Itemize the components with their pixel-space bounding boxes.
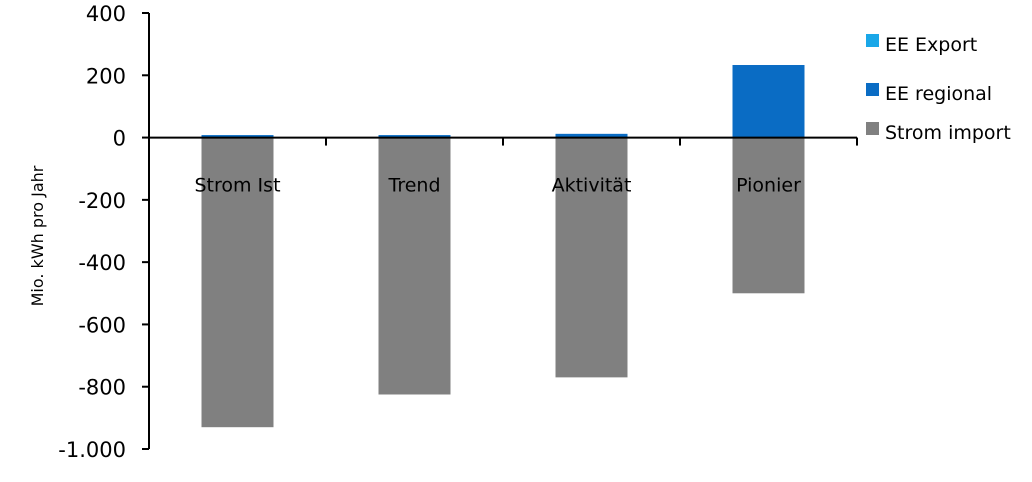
y-tick-label: -1.000: [58, 438, 126, 462]
bar-ee-regional-trend: [378, 135, 451, 138]
y-tick-label: -400: [78, 251, 126, 275]
bar-strom-import-aktivität: [555, 137, 628, 378]
y-tick-label: 400: [86, 2, 126, 26]
y-tick-label: -200: [78, 189, 126, 213]
legend-label-strom-import: Strom import: [885, 122, 1011, 144]
category-label: Aktivität: [552, 175, 632, 197]
bar-strom-import-strom-ist: [201, 137, 274, 428]
bar-ee-regional-strom-ist: [201, 135, 274, 138]
bars-layer: [201, 65, 805, 428]
labels-layer: 400 200 0 -200 -400 -600 -800 -1.000 Strom Ist Tr…: [58, 2, 801, 462]
category-label: Pionier: [736, 175, 801, 197]
ticks-layer: [142, 12, 858, 450]
legend-label-ee-regional: EE regional: [885, 83, 992, 105]
legend: EE Export EE regional Strom import: [866, 34, 1011, 144]
category-label: Trend: [388, 175, 441, 197]
bar-ee-regional-pionier: [732, 65, 805, 138]
legend-swatch-strom-import: [866, 122, 879, 135]
y-tick-label: -600: [78, 313, 126, 337]
y-tick-label: 200: [86, 64, 126, 88]
bar-ee-regional-aktivität: [555, 133, 628, 138]
y-axis-title: Mio. kWh pro Jahr: [28, 165, 47, 306]
bar-strom-import-pionier: [732, 137, 805, 294]
category-label: Strom Ist: [194, 175, 280, 197]
legend-label-ee-export: EE Export: [885, 34, 977, 56]
legend-swatch-ee-export: [866, 34, 879, 47]
y-tick-label: 0: [113, 127, 126, 151]
y-tick-label: -800: [78, 376, 126, 400]
legend-swatch-ee-regional: [866, 83, 879, 96]
bar-strom-import-trend: [378, 137, 451, 395]
